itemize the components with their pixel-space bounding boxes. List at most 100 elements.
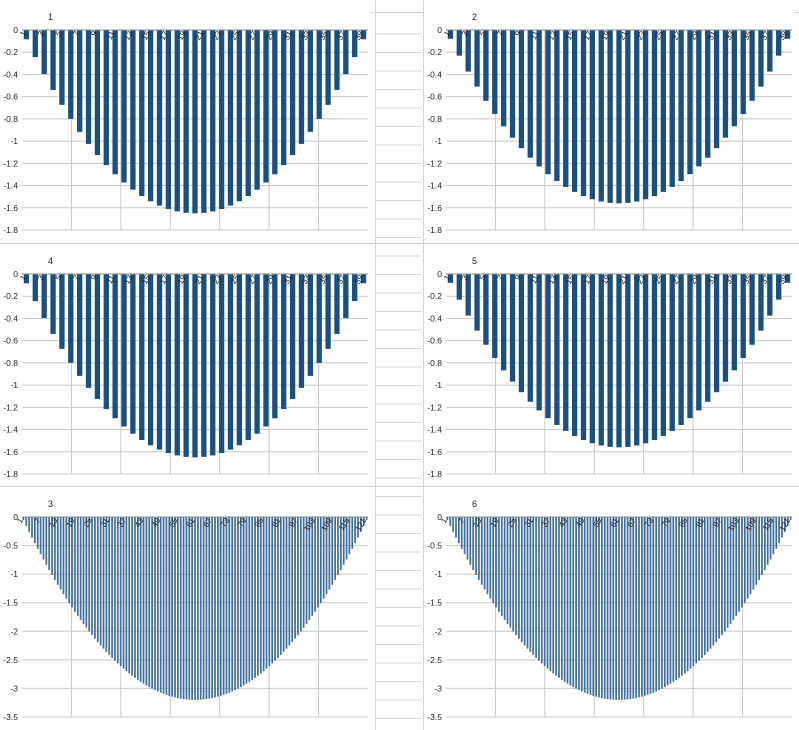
bar [68, 274, 74, 363]
bar [32, 274, 38, 302]
y-tick-label: -1.2 [427, 402, 442, 412]
bar [466, 517, 469, 560]
chart-svg: 0 -0.2 -0.4 -0.6 -0.8 -1 -1.2 -1.4 -1.6 -1.8 1 3 5 7 9… [3, 12, 368, 235]
bar [272, 274, 278, 419]
bar [217, 517, 219, 697]
bar [705, 274, 711, 402]
bar [154, 517, 156, 691]
bar [272, 30, 278, 175]
y-tick-label: -0.2 [3, 47, 18, 57]
bar [446, 517, 449, 521]
bar [42, 517, 45, 560]
bar [288, 517, 291, 646]
bar [489, 517, 492, 599]
bar [655, 517, 658, 692]
bar [761, 517, 763, 575]
bar [116, 517, 119, 664]
bar [45, 517, 48, 565]
chart-3[interactable]: 0 -0.5 -1 -1.5 -2 -2.5 -3 -3.5 1 7 13 19 25 31 37 43 49 5… [0, 487, 370, 727]
bar [776, 274, 782, 300]
bar [218, 30, 225, 209]
y-tick-label: -1 [10, 136, 18, 146]
chart-title: 2 [472, 12, 477, 22]
y-tick-label: -0.2 [427, 291, 442, 301]
bar [621, 517, 623, 700]
x-tick-label: 5 [478, 29, 488, 38]
bar [529, 517, 532, 652]
y-tick-label: 0 [13, 25, 18, 35]
bar [465, 274, 471, 316]
bar [316, 30, 322, 119]
bar [281, 30, 287, 166]
y-tick-label: 0 [437, 512, 442, 522]
bar [289, 274, 296, 399]
y-tick-label: -0.4 [3, 313, 18, 323]
bar [540, 517, 543, 664]
bar [681, 517, 683, 676]
bar [555, 517, 557, 676]
bar [580, 30, 587, 197]
bar [227, 274, 234, 450]
bar [563, 274, 569, 431]
bar [191, 517, 193, 700]
bar [778, 517, 780, 544]
bar [758, 274, 764, 331]
y-tick-label: -3.5 [427, 712, 442, 722]
bar [618, 517, 620, 700]
y-tick-label: -1.2 [427, 158, 442, 168]
y-tick-label: -0.5 [427, 541, 442, 551]
bar [112, 30, 118, 175]
x-tick-label: 9 [89, 29, 99, 38]
bar [231, 517, 234, 692]
bar [483, 274, 489, 345]
bar [23, 30, 30, 40]
bar [251, 517, 254, 680]
bar [50, 274, 56, 334]
bar [452, 517, 455, 532]
bar [696, 274, 702, 411]
bar [354, 517, 356, 544]
bar [337, 517, 339, 575]
y-tick-label: -2.5 [427, 655, 442, 665]
bar [289, 30, 296, 155]
bar [228, 517, 231, 693]
bar [527, 30, 533, 158]
bar [701, 517, 703, 658]
bar [41, 274, 47, 318]
bar [580, 517, 583, 692]
x-tick-label: 1 [442, 29, 452, 38]
x-tick-label: 1 [18, 29, 28, 38]
chart-svg: 0-0.5-1-1.5-2-2.5-3-3.51 7 13 19 25 31 37 43 49 5… [427, 499, 792, 722]
bar [478, 517, 480, 580]
chart-4[interactable]: 0 -0.2 -0.4 -0.6 -0.8 -1 -1.2 -1.4 -1.6 -1.8 1 3 5 7 9… [0, 244, 370, 484]
bar [536, 30, 542, 167]
bar [136, 517, 139, 680]
bar [616, 30, 622, 204]
bar [122, 517, 125, 669]
bar [722, 274, 729, 382]
bar [703, 517, 706, 655]
bar [749, 30, 755, 101]
chart-5[interactable]: 0 -0.2 -0.4 -0.6 -0.8 -1 -1.2 -1.4 -1.6 -1.8 1 3 5 7 9… [424, 244, 794, 484]
bar [549, 517, 552, 672]
bar [572, 517, 575, 688]
bar [297, 517, 299, 636]
bar [474, 274, 480, 331]
bar [603, 517, 606, 699]
bar [769, 517, 772, 560]
y-tick-label: -1.6 [3, 203, 18, 213]
bar [222, 517, 225, 695]
y-tick-label: -1 [434, 569, 442, 579]
chart-2[interactable]: 0 -0.2 -0.4 -0.6 -0.8 -1 -1.2 -1.4 -1.6 -1.8 1 3 5 7 9… [424, 0, 794, 240]
chart-1[interactable]: 0 -0.2 -0.4 -0.6 -0.8 -1 -1.2 -1.4 -1.6 -1.8 1 3 5 7 9… [0, 0, 370, 240]
y-tick-label: -0.4 [3, 69, 18, 79]
bar [311, 517, 314, 616]
y-tick-label: -2.5 [3, 655, 18, 665]
bar [334, 274, 340, 334]
bar [51, 517, 53, 575]
bar [352, 274, 358, 302]
bar [183, 30, 189, 213]
bar [606, 517, 609, 700]
chart-6[interactable]: 0 -0.5 -1 -1.5 -2 -2.5 -3 -3.5 1 7 13 19 25 31 37 43 49 5… [424, 487, 794, 727]
y-tick-label: -0.6 [3, 336, 18, 346]
